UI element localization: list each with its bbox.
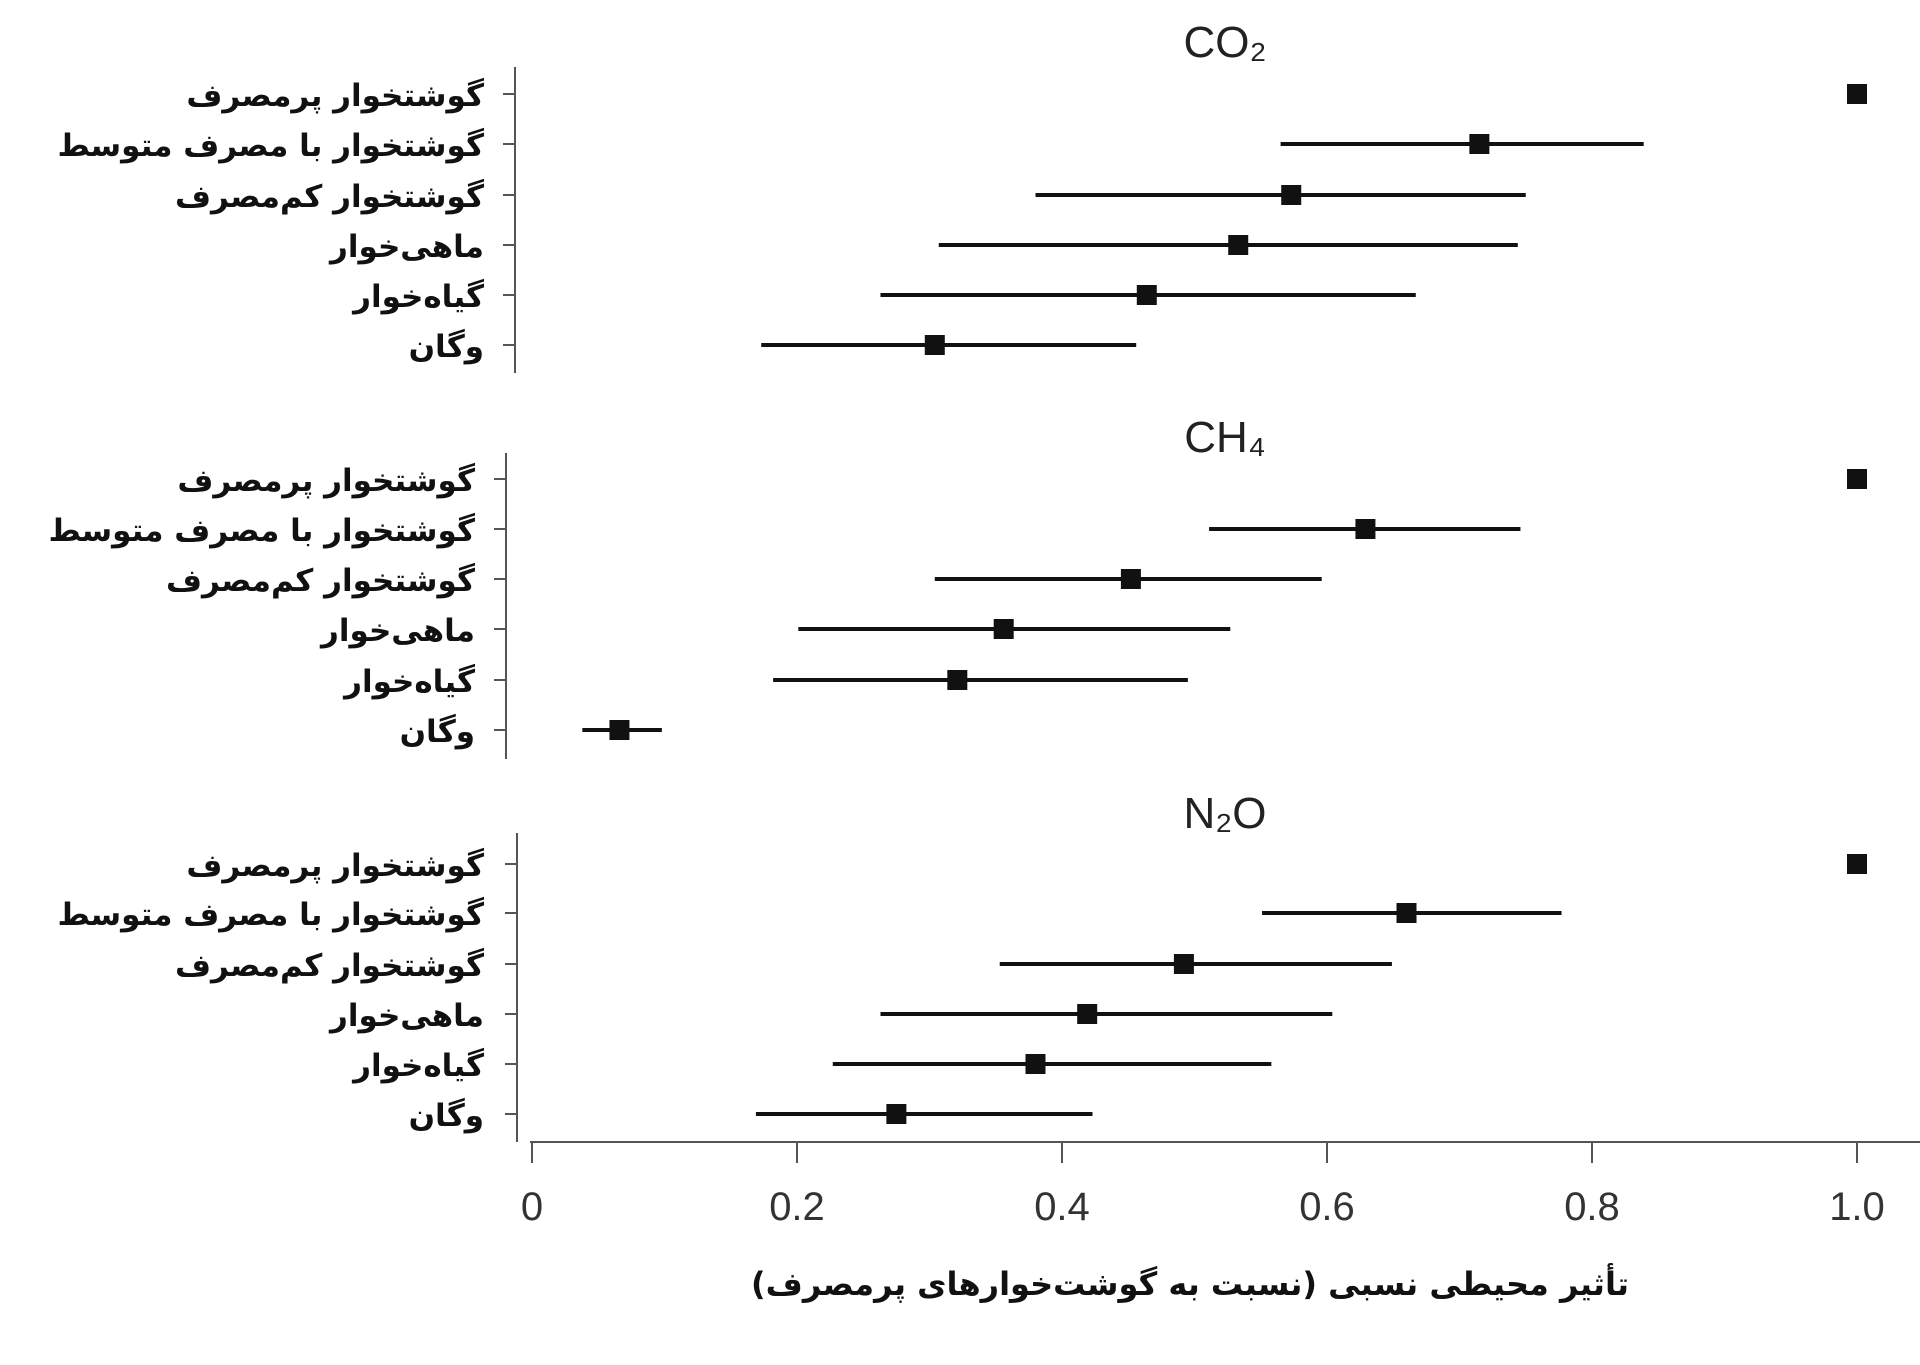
category-label: گوشتخوار با مصرف متوسط — [48, 512, 475, 549]
point-marker — [1847, 469, 1867, 489]
point-marker — [1355, 519, 1376, 539]
x-tick-label: 0 — [521, 1185, 543, 1229]
category-label: ماهی‌خوار — [328, 229, 484, 265]
panel-title: CH₄ — [1184, 413, 1266, 462]
point-marker — [1228, 235, 1249, 255]
category-label: گیاه‌خوار — [351, 1047, 485, 1084]
category-label: وگان — [400, 713, 475, 750]
point-marker — [993, 619, 1014, 639]
point-marker — [1120, 569, 1141, 589]
x-tick-label: 0.4 — [1034, 1185, 1090, 1229]
point-marker — [1396, 903, 1417, 923]
category-label: گوشتخوار پرمصرف — [186, 77, 485, 114]
panel-title: N₂O — [1183, 789, 1266, 838]
category-label: وگان — [409, 1097, 484, 1134]
category-label: گوشتخوار کم‌مصرف — [175, 947, 485, 984]
category-label: گوشتخوار با مصرف متوسط — [57, 127, 484, 164]
category-label: گوشتخوار پرمصرف — [186, 847, 485, 884]
point-marker — [1847, 84, 1867, 104]
point-marker — [924, 335, 945, 355]
category-label: گوشتخوار کم‌مصرف — [166, 562, 476, 599]
category-label: گیاه‌خوار — [351, 278, 485, 315]
panel-1: CO₂ گوشتخوار پرمصرف گوشتخوار با مصرف متوسط… — [57, 18, 1867, 373]
point-marker — [947, 670, 968, 690]
panel-2: CH₄ گوشتخوار پرمصرف گوشتخوار با مصرف متوسط… — [48, 413, 1867, 759]
point-marker — [886, 1104, 907, 1124]
point-marker — [1173, 954, 1194, 974]
point-marker — [1077, 1004, 1098, 1024]
panel-3: N₂O گوشتخوار پرمصرف گوشتخوار با مصرف متوسط… — [57, 789, 1867, 1142]
category-label: ماهی‌خوار — [328, 998, 484, 1034]
point-marker — [1025, 1054, 1046, 1074]
x-axis: 0 0.2 0.4 0.6 0.8 1.0 — [521, 1141, 1920, 1229]
x-tick-label: 0.6 — [1299, 1185, 1355, 1229]
category-label: گوشتخوار پرمصرف — [177, 462, 476, 499]
panel-title: CO₂ — [1183, 18, 1266, 67]
x-axis-label: تأثیر محیطی نسبی (نسبت به گوشت‌خوارهای پ… — [751, 1263, 1629, 1303]
category-label: گیاه‌خوار — [342, 663, 476, 700]
point-marker — [609, 720, 630, 740]
x-tick-label: 1.0 — [1829, 1185, 1885, 1229]
point-marker — [1847, 854, 1867, 874]
x-tick-label: 0.2 — [769, 1185, 825, 1229]
x-tick-label: 0.8 — [1564, 1185, 1620, 1229]
point-marker — [1469, 134, 1490, 154]
category-label: وگان — [409, 328, 484, 365]
category-label: گوشتخوار با مصرف متوسط — [57, 896, 484, 933]
point-marker — [1281, 185, 1302, 205]
category-label: گوشتخوار کم‌مصرف — [175, 178, 485, 215]
point-marker — [1136, 285, 1157, 305]
category-label: ماهی‌خوار — [319, 613, 475, 649]
